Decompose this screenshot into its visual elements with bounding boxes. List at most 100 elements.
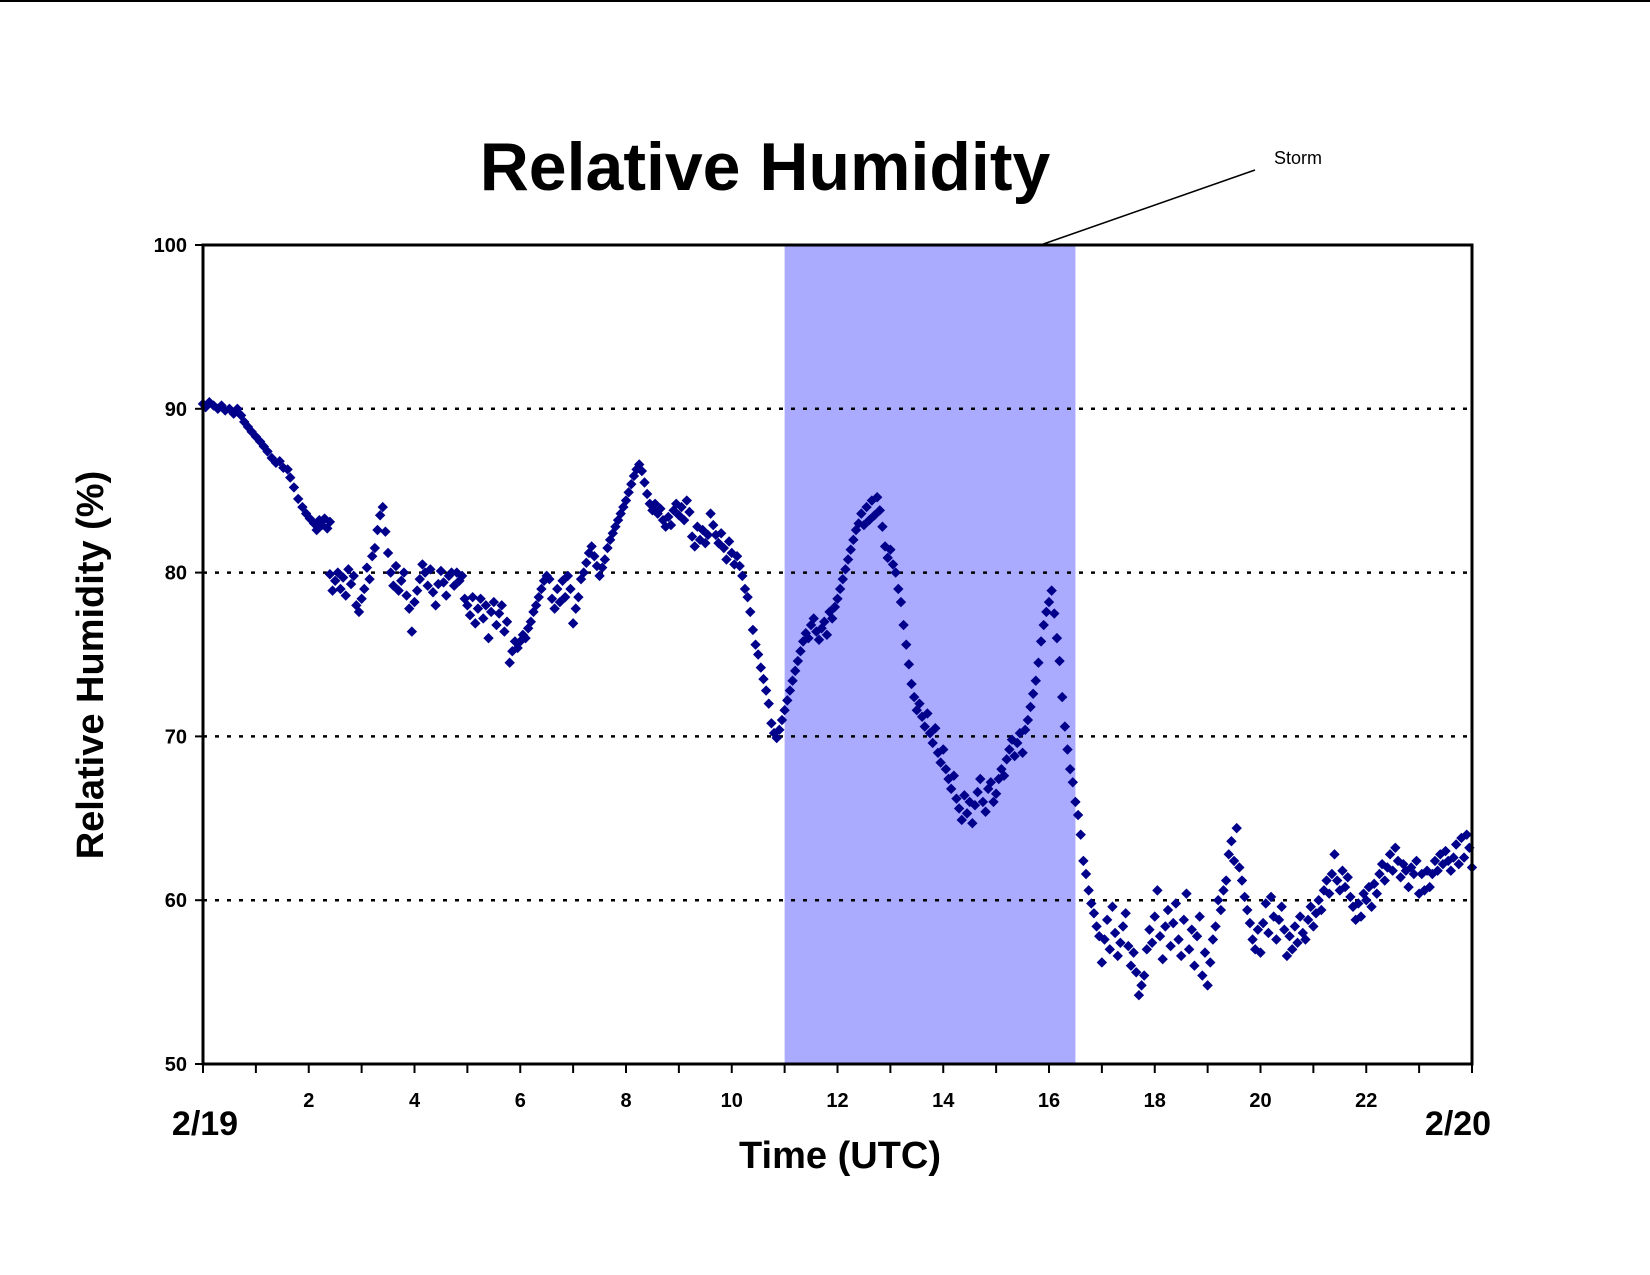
- data-point: [292, 493, 304, 505]
- storm-band-layer: [784, 245, 1076, 1064]
- data-point: [343, 564, 354, 575]
- data-point: [1427, 868, 1438, 880]
- data-point: [1289, 921, 1301, 932]
- data-points: [197, 397, 1478, 1001]
- data-point: [581, 557, 592, 568]
- data-point: [1165, 940, 1176, 952]
- data-point: [1162, 904, 1174, 916]
- data-point: [837, 573, 848, 585]
- data-point: [401, 590, 412, 601]
- data-point: [877, 521, 888, 532]
- data-point: [1337, 865, 1348, 876]
- data-point: [885, 544, 896, 555]
- data-point: [1138, 970, 1150, 981]
- data-point: [908, 691, 920, 703]
- data-point: [282, 464, 293, 475]
- data-point: [1075, 829, 1086, 840]
- data-point: [671, 498, 682, 510]
- x-tick-label: 2: [303, 1090, 314, 1112]
- data-point: [1057, 691, 1068, 703]
- data-point: [1281, 950, 1293, 962]
- data-point: [1228, 855, 1240, 867]
- data-point: [396, 575, 407, 586]
- data-point: [1173, 934, 1184, 945]
- data-point: [1123, 940, 1134, 952]
- chart-title: Relative Humidity: [480, 129, 1051, 205]
- data-point: [430, 600, 441, 611]
- data-point: [475, 593, 486, 605]
- data-point: [768, 727, 780, 739]
- data-point: [644, 498, 655, 510]
- data-point: [372, 524, 383, 536]
- data-point: [1226, 836, 1237, 847]
- data-point: [562, 570, 574, 582]
- data-point: [1043, 596, 1055, 608]
- data-point: [324, 516, 336, 528]
- data-point: [776, 714, 788, 726]
- data-point: [766, 718, 777, 729]
- data-point: [602, 542, 613, 554]
- data-point: [1371, 888, 1383, 899]
- data-point: [1419, 885, 1430, 896]
- data-point: [1220, 875, 1232, 886]
- data-point: [782, 695, 793, 706]
- data-point: [1355, 911, 1367, 922]
- data-point: [1197, 970, 1208, 981]
- storm-annotation-label: Storm: [1274, 148, 1322, 168]
- data-point: [1308, 921, 1319, 932]
- data-point: [1242, 904, 1253, 916]
- storm-band: [784, 245, 1076, 1064]
- data-point: [623, 487, 634, 498]
- data-point: [1271, 934, 1282, 945]
- data-point: [1257, 917, 1269, 929]
- data-point: [1038, 619, 1049, 631]
- data-point: [422, 580, 433, 591]
- data-point: [750, 639, 761, 650]
- data-point: [893, 583, 904, 595]
- data-point: [1146, 937, 1158, 948]
- data-point: [586, 541, 597, 552]
- data-point: [462, 600, 473, 611]
- data-point: [982, 783, 994, 795]
- data-point: [1350, 914, 1361, 926]
- data-point: [803, 632, 814, 644]
- x-tick-label: 16: [1038, 1090, 1060, 1112]
- data-point: [808, 613, 819, 624]
- data-point: [573, 591, 584, 603]
- data-point: [1067, 777, 1078, 788]
- data-point: [1358, 888, 1369, 899]
- data-point: [935, 757, 946, 768]
- y-axis-ticks: 50 60 70 80 90 100: [154, 235, 203, 1076]
- data-point: [1215, 904, 1227, 916]
- data-point: [262, 446, 273, 457]
- data-point: [951, 793, 962, 804]
- data-point: [1072, 809, 1084, 821]
- data-point: [1432, 865, 1443, 876]
- data-point: [451, 567, 462, 578]
- data-point: [1051, 632, 1063, 644]
- data-point: [552, 583, 563, 595]
- data-point: [559, 591, 571, 603]
- data-point: [980, 806, 991, 817]
- data-point: [1400, 865, 1412, 876]
- data-point: [1136, 980, 1147, 991]
- data-point: [1458, 852, 1470, 863]
- data-point: [1149, 911, 1160, 922]
- data-point: [594, 570, 605, 582]
- data-point: [945, 783, 957, 795]
- data-point: [969, 799, 981, 811]
- data-point: [483, 632, 494, 644]
- data-point: [657, 514, 669, 526]
- data-point: [1339, 881, 1351, 893]
- data-point: [583, 547, 595, 559]
- data-point: [747, 624, 759, 636]
- data-point: [398, 567, 410, 578]
- data-point: [546, 593, 558, 605]
- data-point: [1152, 885, 1163, 896]
- data-point: [536, 583, 547, 595]
- data-point: [1363, 881, 1375, 893]
- x-tick-label: 8: [620, 1090, 631, 1112]
- data-point: [288, 482, 300, 493]
- data-point: [1009, 750, 1020, 762]
- data-point: [1049, 608, 1060, 619]
